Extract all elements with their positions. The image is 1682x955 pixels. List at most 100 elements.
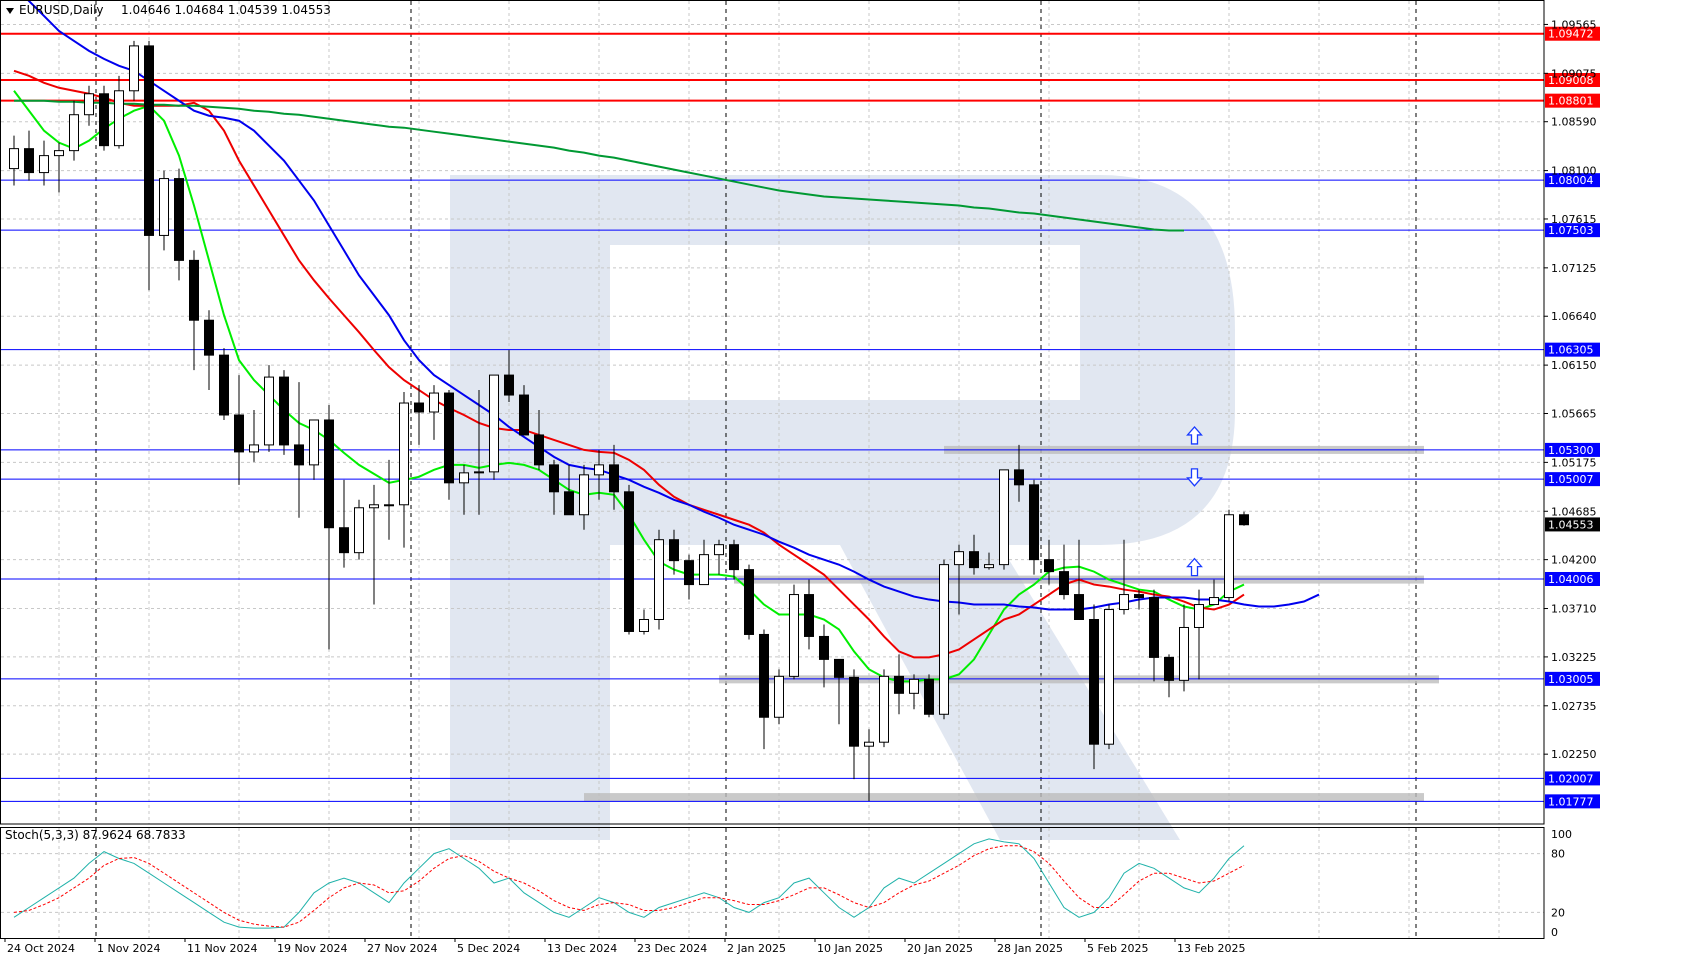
candle-bearish: [804, 594, 814, 637]
candle-bearish: [924, 678, 934, 715]
candle-bullish: [939, 564, 949, 715]
time-tick-label: 27 Nov 2024: [367, 942, 437, 955]
price-tick-label: 1.07615: [1551, 213, 1597, 226]
arrow-up-icon: [1186, 557, 1203, 577]
candle-bullish: [984, 564, 994, 569]
time-tick-label: 5 Feb 2025: [1087, 942, 1148, 955]
candle-bullish: [69, 114, 79, 152]
price-level-tag: [1545, 771, 1600, 786]
time-tick-label: 5 Dec 2024: [457, 942, 520, 955]
price-levels: [1, 32, 1544, 802]
candle-bullish: [159, 178, 169, 236]
time-tick-label: 1 Nov 2024: [97, 942, 160, 955]
ohlc-label: 1.04646 1.04684 1.04539 1.04553: [121, 3, 331, 17]
candle-bearish: [24, 148, 34, 174]
dropdown-triangle-icon[interactable]: [6, 8, 14, 14]
stoch-tick-label: 100: [1551, 828, 1572, 841]
time-tick-label: 20 Jan 2025: [907, 942, 973, 955]
candle-bearish: [504, 374, 514, 396]
header: EURUSD,Daily 1.04646 1.04684 1.04539 1.0…: [5, 3, 331, 842]
candle-bullish: [309, 419, 319, 466]
price-tick-label: 1.03225: [1551, 651, 1597, 664]
candle-bullish: [714, 544, 724, 556]
price-tick-label: 1.06150: [1551, 359, 1597, 372]
candle-bearish: [1089, 618, 1099, 745]
candle-bullish: [384, 504, 394, 507]
candle-bearish: [1134, 594, 1144, 599]
candle-bearish: [99, 93, 109, 147]
candle-bullish: [474, 471, 484, 474]
candle-bearish: [1029, 484, 1039, 561]
stoch-pane-border: [0, 827, 1545, 939]
candle-bearish: [279, 376, 289, 446]
candle-bearish: [174, 178, 184, 261]
price-level-tag: [1545, 442, 1600, 457]
main-pane-border: [0, 0, 1545, 825]
candle-bullish: [459, 472, 469, 484]
candle-bullish: [909, 678, 919, 694]
price-tick-label: 1.06640: [1551, 310, 1597, 323]
candle-bullish: [639, 618, 649, 632]
candle-bullish: [1119, 594, 1129, 611]
price-tick-label: 1.04685: [1551, 505, 1597, 518]
candle-bearish: [1149, 597, 1159, 658]
candle-bearish: [1059, 571, 1069, 596]
symbol-label: EURUSD,Daily: [19, 3, 104, 17]
price-level-label: 1.08004: [1548, 174, 1594, 187]
candle-bullish: [594, 464, 604, 476]
price-level-label: 1.09008: [1548, 74, 1594, 87]
current-price-tag: [1545, 517, 1600, 532]
price-tick-label: 1.05665: [1551, 407, 1597, 420]
candle-bullish: [1194, 604, 1204, 628]
period-separators: [95, 1, 1417, 938]
price-level-tag: [1545, 26, 1600, 41]
candle-bearish: [189, 259, 199, 321]
time-tick-label: 28 Jan 2025: [997, 942, 1063, 955]
price-level-label: 1.09472: [1548, 28, 1594, 41]
candle-bullish: [264, 376, 274, 446]
time-tick-label: 11 Nov 2024: [187, 942, 257, 955]
candle-bearish: [1044, 559, 1054, 573]
candle-bearish: [669, 539, 679, 562]
candle-bearish: [894, 675, 904, 694]
candle-bearish: [219, 354, 229, 416]
price-level-label: 1.02007: [1548, 772, 1594, 785]
price-axis: 1.09472 1.09008 1.08801 1.08004 1.07503 1.063…: [1544, 18, 1600, 809]
candle-bearish: [744, 569, 754, 635]
price-tick-label: 1.08100: [1551, 165, 1597, 178]
candle-bullish: [579, 474, 589, 516]
candle-bullish: [699, 554, 709, 586]
price-level-tag: [1545, 794, 1600, 809]
candle-bullish: [999, 469, 1009, 566]
candle-bullish: [399, 402, 409, 506]
candle-bullish: [84, 93, 94, 116]
candle-bearish: [564, 491, 574, 516]
candle-bearish: [624, 491, 634, 632]
candle-bearish: [414, 402, 424, 413]
candle-bearish: [204, 319, 214, 356]
candle-bearish: [1074, 594, 1084, 620]
candle-bullish: [129, 45, 139, 92]
candle-bearish: [969, 551, 979, 569]
moving-average-line: [27, 1, 1320, 611]
stoch-signal-line: [13, 845, 1245, 928]
time-tick-label: 13 Feb 2025: [1177, 942, 1245, 955]
candle-bullish: [1104, 609, 1114, 745]
candle-bearish: [1239, 514, 1249, 526]
candle-bullish: [39, 155, 49, 174]
candle-bearish: [759, 633, 769, 718]
price-level-tag: [1545, 173, 1600, 188]
price-level-label: 1.05300: [1548, 444, 1594, 457]
logo-watermark: [450, 175, 1235, 840]
price-level-label: 1.07503: [1548, 224, 1594, 237]
time-tick-label: 2 Jan 2025: [727, 942, 786, 955]
arrow-up-icon: [1186, 425, 1203, 445]
candlesticks: [9, 40, 1249, 802]
current-price-label: 1.04553: [1548, 518, 1594, 531]
price-level-label: 1.01777: [1548, 795, 1594, 808]
price-level-label: 1.05007: [1548, 473, 1594, 486]
candle-bullish: [114, 90, 124, 147]
price-level-tag: [1545, 93, 1600, 108]
time-tick-label: 13 Dec 2024: [547, 942, 617, 955]
candle-bearish: [294, 444, 304, 466]
